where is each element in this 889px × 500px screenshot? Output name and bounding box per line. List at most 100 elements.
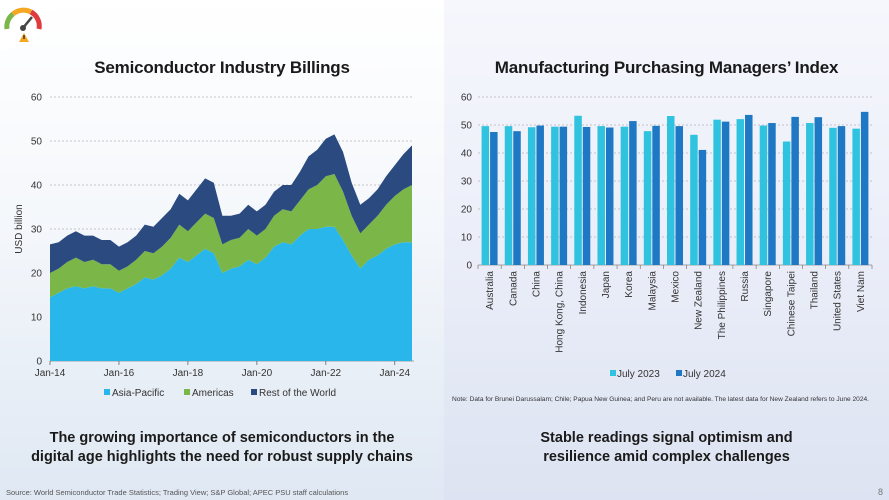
- legend-swatch: [104, 389, 110, 395]
- legend-label: Asia-Pacific: [112, 388, 164, 399]
- bar: [513, 131, 521, 265]
- y-tick-label: 0: [466, 261, 472, 272]
- bar: [675, 126, 683, 265]
- bar: [490, 132, 498, 265]
- bar: [860, 111, 869, 265]
- bar: [620, 126, 629, 266]
- bar: [745, 114, 753, 265]
- bar: [721, 121, 730, 265]
- pmi-note: Note: Data for Brunei Darussalam; Chile;…: [452, 396, 869, 403]
- x-tick-label: Jan-20: [242, 368, 273, 379]
- bar: [643, 131, 652, 265]
- legend-label: Rest of the World: [259, 388, 336, 399]
- bar: [652, 125, 660, 265]
- x-tick-label: Jan-22: [311, 368, 342, 379]
- bar: [698, 149, 707, 265]
- bar: [736, 119, 745, 265]
- legend-swatch: [676, 370, 682, 376]
- x-tick-label: Jan-14: [35, 368, 66, 379]
- bar: [791, 116, 799, 265]
- y-tick-label: 40: [31, 181, 43, 192]
- x-tick-label: Mexico: [671, 271, 682, 303]
- bar: [559, 126, 568, 266]
- bar: [504, 126, 513, 265]
- y-tick-label: 30: [461, 177, 473, 188]
- legend-label: Americas: [192, 388, 234, 399]
- area-series-asia-pacific: [50, 226, 412, 361]
- bar: [605, 127, 614, 265]
- bar: [527, 127, 536, 265]
- bar: [768, 123, 776, 265]
- x-tick-label: Australia: [485, 271, 496, 310]
- y-axis-label: USD billion: [14, 204, 25, 253]
- pmi-bar-chart: 0 10 20 30 40 50 60 Australia Canada China Hong Ko…: [461, 93, 873, 380]
- bar: [536, 125, 544, 265]
- right-caption: Stable readings signal optimism and resi…: [444, 429, 889, 467]
- x-tick-label: Singapore: [763, 271, 774, 317]
- logo: [0, 0, 50, 50]
- area-series-rest-of-the-world: [50, 134, 412, 273]
- y-tick-label: 20: [31, 269, 43, 280]
- left-caption: The growing importance of semiconductors…: [0, 429, 444, 467]
- x-tick-label: Thailand: [810, 271, 821, 309]
- y-tick-label: 40: [461, 149, 473, 160]
- bar: [713, 119, 721, 266]
- left-caption-line-2: digital age highlights the need for robu…: [31, 449, 413, 465]
- source-note: Source: World Semiconductor Trade Statis…: [6, 488, 349, 497]
- y-tick-label: 10: [461, 233, 473, 244]
- bar: [806, 123, 814, 265]
- x-tick-label: Jan-16: [104, 368, 135, 379]
- page-number: 8: [877, 487, 883, 497]
- x-tick-label: Canada: [508, 271, 519, 306]
- bar: [814, 117, 823, 265]
- x-tick-label: New Zealand: [694, 271, 705, 330]
- legend-swatch: [184, 389, 190, 395]
- right-caption-line-2: resilience amid complex challenges: [543, 449, 790, 465]
- x-tick-label: Korea: [624, 271, 635, 298]
- y-tick-label: 20: [461, 205, 473, 216]
- x-tick-label: China: [531, 271, 542, 298]
- y-tick-label: 50: [31, 137, 43, 148]
- bar: [782, 141, 791, 265]
- y-tick-label: 30: [31, 225, 43, 236]
- x-tick-label: Hong Kong, China: [555, 271, 566, 353]
- x-tick-label: Jan-24: [379, 368, 410, 379]
- right-caption-line-1: Stable readings signal optimism and: [540, 430, 793, 446]
- bar: [690, 134, 698, 265]
- right-chart-title: Manufacturing Purchasing Managers’ Index: [494, 58, 839, 77]
- gauge-logo-icon: [4, 7, 42, 42]
- bar: [629, 121, 637, 265]
- y-tick-label: 60: [31, 93, 43, 104]
- bar: [574, 115, 582, 265]
- legend-label: July 2023: [617, 369, 660, 380]
- bar: [667, 116, 675, 265]
- y-tick-label: 50: [461, 121, 473, 132]
- bar: [597, 126, 605, 265]
- x-tick-label: Chinese Taipei: [786, 271, 797, 336]
- y-tick-label: 60: [461, 93, 473, 104]
- x-tick-label: Indonesia: [578, 271, 589, 315]
- legend-swatch: [251, 389, 257, 395]
- y-tick-label: 10: [31, 313, 43, 324]
- legend-swatch: [610, 370, 616, 376]
- legend-label: July 2024: [683, 369, 726, 380]
- x-tick-label: Jan-18: [173, 368, 204, 379]
- y-tick-label: 0: [36, 357, 42, 368]
- bar: [829, 127, 837, 265]
- bar: [759, 125, 768, 265]
- bar: [837, 126, 846, 265]
- x-tick-label: Japan: [601, 271, 612, 298]
- billings-area-chart: 0 10 20 30 40 50 60 USD billion Jan-14 Jan-16 Jan-…: [14, 93, 414, 399]
- bar: [481, 126, 490, 265]
- x-tick-label: United States: [833, 271, 844, 331]
- x-tick-label: Viet Nam: [856, 271, 867, 312]
- x-tick-label: The Philippines: [717, 271, 728, 339]
- bar: [582, 126, 591, 266]
- left-caption-line-1: The growing importance of semiconductors…: [49, 430, 395, 446]
- bar: [852, 128, 860, 265]
- x-tick-label: Malaysia: [647, 271, 658, 311]
- area-series-americas: [50, 174, 412, 298]
- x-tick-label: Russia: [740, 271, 751, 302]
- left-chart-title: Semiconductor Industry Billings: [94, 58, 350, 77]
- bar: [551, 126, 559, 266]
